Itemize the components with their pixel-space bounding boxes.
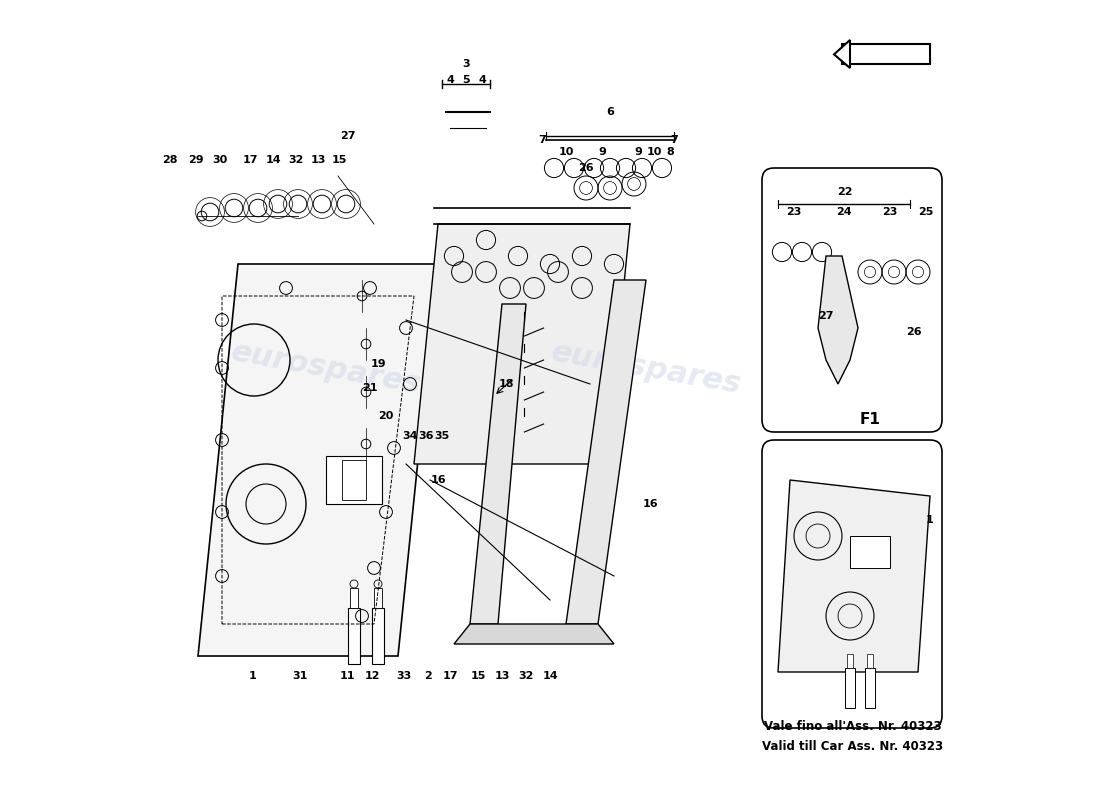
- Text: 4: 4: [478, 75, 486, 85]
- Bar: [342, 460, 366, 500]
- Text: 1: 1: [926, 515, 934, 525]
- Text: 13: 13: [311, 155, 327, 165]
- Text: 13: 13: [494, 671, 509, 681]
- Text: 4: 4: [447, 75, 454, 85]
- Text: 26: 26: [906, 327, 922, 337]
- Text: 10: 10: [559, 147, 574, 157]
- Text: 26: 26: [579, 163, 594, 173]
- Text: 32: 32: [518, 671, 534, 681]
- Text: 23: 23: [882, 207, 898, 217]
- Bar: [866, 668, 874, 708]
- Text: eurospares: eurospares: [549, 337, 744, 399]
- Polygon shape: [198, 264, 438, 656]
- Polygon shape: [470, 304, 526, 624]
- Polygon shape: [842, 44, 930, 64]
- Text: 27: 27: [340, 131, 355, 141]
- Text: 9: 9: [598, 147, 606, 157]
- Text: 22: 22: [837, 187, 852, 197]
- Bar: [326, 456, 382, 504]
- Text: 8: 8: [667, 147, 674, 157]
- Text: 14: 14: [265, 155, 280, 165]
- Text: 32: 32: [288, 155, 304, 165]
- Text: 2: 2: [425, 671, 432, 681]
- Text: 10: 10: [647, 147, 662, 157]
- Text: 28: 28: [163, 155, 178, 165]
- Text: 36: 36: [418, 431, 433, 441]
- Text: 18: 18: [498, 379, 514, 389]
- Text: 25: 25: [918, 207, 934, 217]
- Text: 7: 7: [670, 135, 678, 145]
- Text: 31: 31: [293, 671, 308, 681]
- Text: 29: 29: [188, 155, 204, 165]
- Text: 27: 27: [818, 311, 834, 321]
- Bar: [374, 588, 382, 608]
- FancyBboxPatch shape: [762, 440, 942, 728]
- Text: F1: F1: [859, 413, 880, 427]
- Text: 17: 17: [242, 155, 257, 165]
- Text: 35: 35: [434, 431, 450, 441]
- Text: 5: 5: [462, 75, 470, 85]
- Text: 33: 33: [397, 671, 412, 681]
- Bar: [845, 668, 855, 708]
- Text: Vale fino all'Ass. Nr. 40323: Vale fino all'Ass. Nr. 40323: [763, 720, 942, 733]
- Bar: [350, 588, 358, 608]
- Polygon shape: [414, 224, 630, 464]
- Polygon shape: [778, 480, 930, 672]
- Bar: [850, 536, 890, 568]
- Text: 34: 34: [403, 431, 418, 441]
- Text: 15: 15: [471, 671, 486, 681]
- Text: 1: 1: [249, 671, 256, 681]
- Text: 9: 9: [634, 147, 642, 157]
- Text: 20: 20: [378, 411, 394, 421]
- Text: 7: 7: [538, 135, 546, 145]
- Polygon shape: [818, 256, 858, 384]
- Text: 6: 6: [606, 107, 614, 117]
- FancyBboxPatch shape: [762, 168, 942, 432]
- Bar: [348, 608, 361, 664]
- Text: Valid till Car Ass. Nr. 40323: Valid till Car Ass. Nr. 40323: [762, 740, 943, 753]
- Text: 16: 16: [430, 475, 446, 485]
- Text: 11: 11: [340, 671, 355, 681]
- Polygon shape: [834, 40, 850, 68]
- Text: 21: 21: [362, 383, 377, 393]
- Text: 12: 12: [365, 671, 381, 681]
- Text: 15: 15: [332, 155, 348, 165]
- Text: 24: 24: [837, 207, 852, 217]
- Text: 23: 23: [786, 207, 802, 217]
- Bar: [372, 608, 384, 664]
- Text: 19: 19: [371, 359, 386, 369]
- Text: 30: 30: [212, 155, 228, 165]
- Text: eurospares: eurospares: [229, 337, 424, 399]
- Text: 14: 14: [542, 671, 558, 681]
- Text: 17: 17: [442, 671, 458, 681]
- Bar: [847, 654, 854, 668]
- Text: 3: 3: [462, 59, 470, 69]
- Polygon shape: [566, 280, 646, 624]
- Text: 16: 16: [642, 499, 658, 509]
- Bar: [867, 654, 873, 668]
- Polygon shape: [454, 624, 614, 644]
